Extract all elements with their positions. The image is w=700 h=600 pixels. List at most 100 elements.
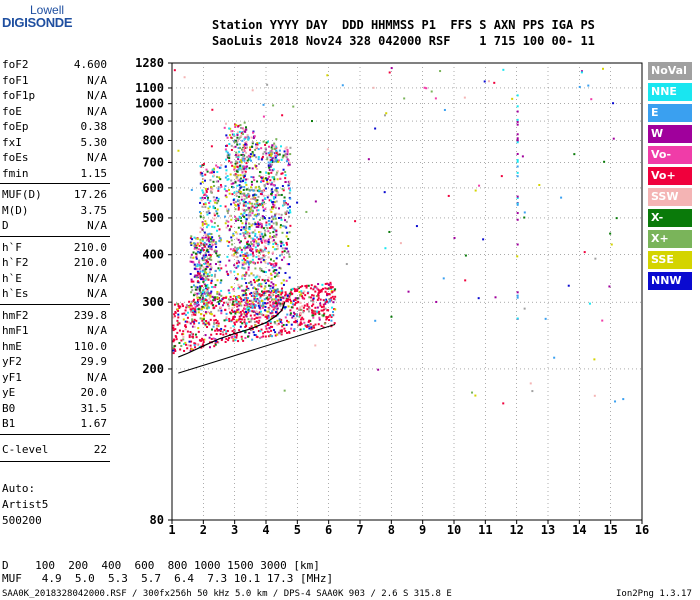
echo-point [317,283,320,286]
echo-point [189,344,192,347]
echo-point [318,310,321,313]
echo-point [267,324,270,327]
echo-point [213,184,216,187]
echo-point [221,304,224,307]
param-name: yE [2,386,16,399]
echo-point [253,238,256,241]
echo-point [278,149,281,152]
echo-point [253,318,256,321]
echo-point [233,166,236,169]
echo-point [248,157,251,160]
param-he: h`E N/A [2,272,107,286]
echo-point [292,105,295,108]
echo-point [233,249,236,252]
echo-point [201,298,204,301]
echo-point [383,114,386,117]
echo-point [463,96,466,99]
echo-point [212,206,215,209]
echo-point [329,314,332,317]
echo-point [194,288,197,291]
echo-point [399,242,402,245]
echo-point [262,235,265,238]
echo-point [516,120,519,123]
echo-point [516,255,519,258]
echo-point [192,320,195,323]
echo-point [236,260,239,263]
echo-point [173,315,176,318]
echo-point [198,211,201,214]
echo-point [248,228,251,231]
echo-point [246,231,249,234]
echo-point [266,83,269,86]
echo-point [198,299,201,302]
param-name: yF2 [2,355,22,368]
echo-point [201,259,204,262]
param-yf2: yF2 29.9 [2,355,107,369]
param-fmin: fmin 1.15 [2,167,107,181]
echo-point [174,328,177,331]
echo-point [213,275,216,278]
echo-point [259,310,262,313]
echo-point [205,226,208,229]
echo-point [195,319,198,322]
echo-point [209,312,212,315]
echo-point [290,323,293,326]
echo-point [273,204,276,207]
echo-point [425,87,428,90]
echo-point [279,298,282,301]
echo-point [567,284,570,287]
echo-point [301,285,304,288]
echo-point [207,207,210,210]
echo-point [307,324,310,327]
echo-point [251,145,254,148]
echo-point [270,193,273,196]
echo-point [299,318,302,321]
echo-point [263,203,266,206]
echo-point [260,225,263,228]
legend-vo: Vo- [648,146,692,164]
echo-point [263,217,266,220]
echo-point [282,244,285,247]
echo-point [200,242,203,245]
echo-point [274,158,277,161]
echo-point [275,248,278,251]
echo-point [293,312,296,315]
echo-point [332,301,335,304]
echo-point [253,287,256,290]
param-name: h`E [2,271,22,285]
echo-point [254,304,257,307]
echo-point [334,298,337,301]
echo-point [279,226,282,229]
echo-point [245,312,248,315]
echo-point [269,325,272,328]
echo-point [216,229,219,232]
echo-point [205,168,208,171]
echo-point [242,178,245,181]
echo-points [172,67,625,405]
echo-point [189,302,192,305]
echo-point [234,208,237,211]
echo-point [516,152,519,155]
echo-point [225,312,228,315]
echo-point [246,305,249,308]
echo-point [176,331,179,334]
echo-point [270,225,273,228]
echo-point [249,241,252,244]
echo-point [204,206,207,209]
echo-point [241,127,244,130]
echo-point [257,249,260,252]
echo-point [202,289,205,292]
echo-point [234,174,237,177]
echo-point [292,311,295,314]
echo-point [516,171,519,174]
echo-point [265,178,268,181]
echo-point [238,329,241,332]
echo-point [286,263,289,266]
echo-point [239,180,242,183]
echo-point [264,143,267,146]
echo-point [262,103,265,106]
echo-point [253,296,256,299]
echo-point [231,303,234,306]
echo-point [314,200,317,203]
echo-point [244,210,247,213]
